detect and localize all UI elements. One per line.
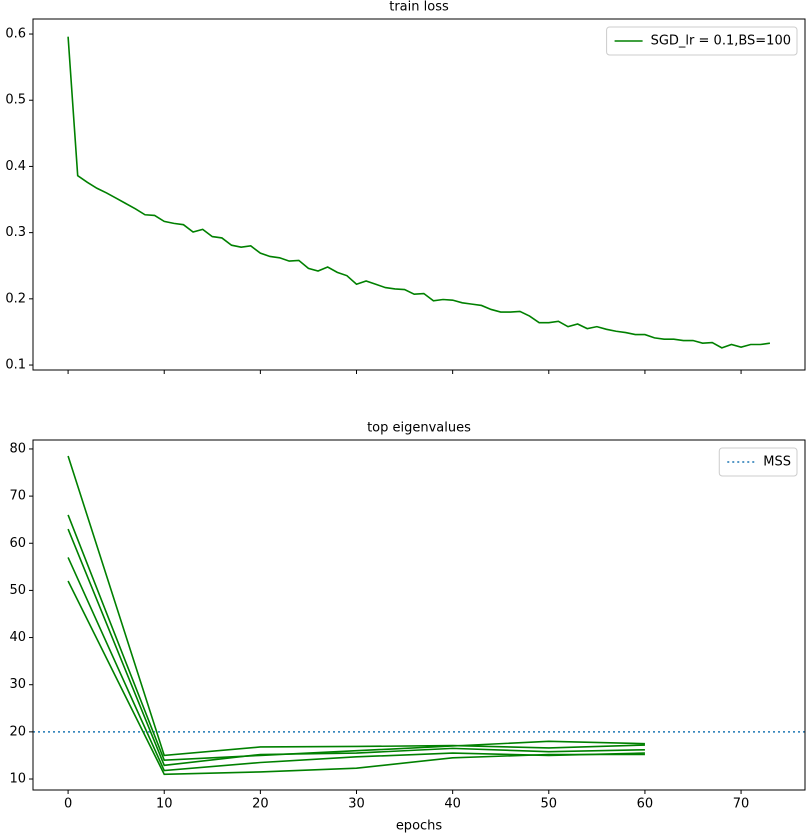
y-tick-label: 0.5	[5, 93, 26, 108]
axes-frame	[32, 439, 806, 791]
data-line	[67, 36, 771, 349]
data-line	[67, 580, 645, 776]
y-tick-label: 30	[9, 677, 26, 692]
y-tick-label: 0.6	[5, 27, 26, 42]
x-tick-label: 70	[733, 797, 750, 812]
legend: SGD_lr = 0.1,BS=100	[606, 26, 798, 56]
y-tick-label: 50	[9, 583, 26, 598]
data-line	[67, 528, 645, 767]
chart-title: train loss	[389, 0, 449, 15]
legend-label: MSS	[763, 455, 791, 470]
y-tick-label: 0.4	[5, 159, 26, 174]
x-tick-label: 10	[156, 797, 173, 812]
legend-label: SGD_lr = 0.1,BS=100	[651, 34, 791, 49]
y-tick-label: 20	[9, 724, 26, 739]
y-tick-label: 0.1	[5, 358, 26, 373]
y-tick-label: 60	[9, 536, 26, 551]
x-tick-label: 50	[541, 797, 558, 812]
x-tick-label: 40	[444, 797, 461, 812]
y-tick-label: 0.2	[5, 291, 26, 306]
axes-frame	[32, 18, 806, 371]
data-line	[67, 557, 645, 772]
y-tick-label: 80	[9, 441, 26, 456]
y-tick-label: 40	[9, 630, 26, 645]
legend-frame	[718, 447, 798, 477]
y-tick-label: 10	[9, 772, 26, 787]
x-tick-label: 60	[637, 797, 654, 812]
y-tick-label: 0.3	[5, 225, 26, 240]
data-line	[67, 455, 645, 757]
x-axis-label: epochs	[396, 819, 443, 833]
legend: MSS	[718, 447, 798, 477]
legend-frame	[606, 26, 798, 56]
y-tick-label: 70	[9, 489, 26, 504]
data-line	[67, 514, 645, 761]
x-tick-label: 0	[64, 797, 72, 812]
x-tick-label: 20	[252, 797, 269, 812]
chart-title: top eigenvalues	[367, 421, 471, 436]
x-tick-label: 30	[348, 797, 365, 812]
